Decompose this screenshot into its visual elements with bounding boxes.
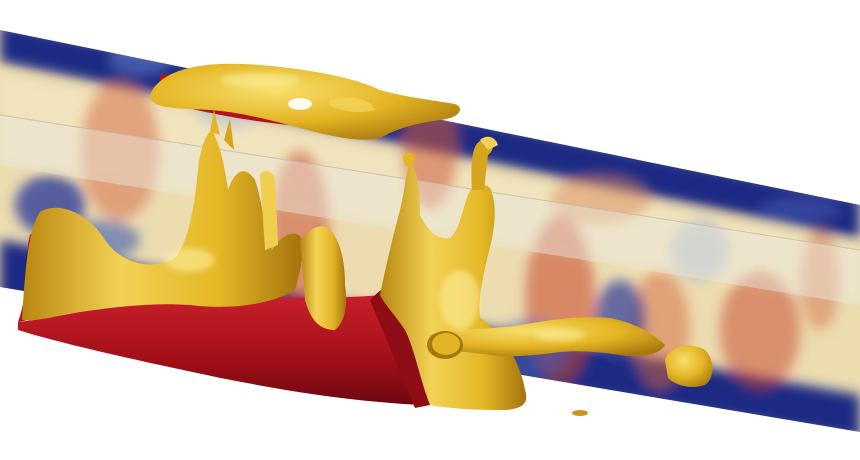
left-mound <box>22 130 303 321</box>
small-blob-right <box>665 345 713 388</box>
middle-pillar <box>300 226 347 330</box>
specular-highlights <box>165 73 585 341</box>
